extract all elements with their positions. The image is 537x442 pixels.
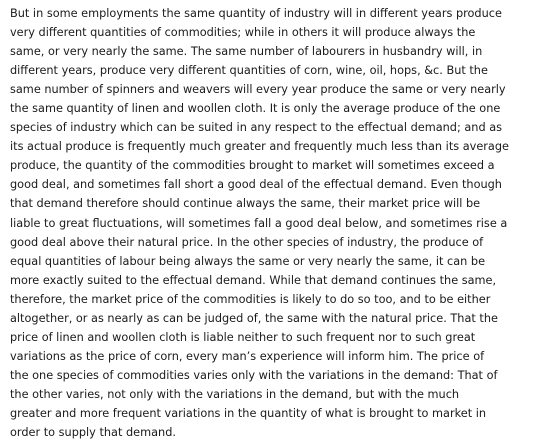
paragraph-line: variations as the price of corn, every m… xyxy=(10,349,485,363)
paragraph-line: order to supply that demand. xyxy=(10,426,176,440)
paragraph-line: species of industry which can be suited … xyxy=(10,121,503,135)
paragraph-line: altogether, or as nearly as can be judge… xyxy=(10,311,498,325)
paragraph-line: produce, the quantity of the commodities… xyxy=(10,159,495,173)
paragraph-line: greater and more frequent variations in … xyxy=(10,406,487,420)
paragraph-line: liable to great fluctuations, will somet… xyxy=(10,216,508,230)
paragraph-line: very different quantities of commodities… xyxy=(10,26,476,40)
paragraph-line: same number of spinners and weavers will… xyxy=(10,83,506,97)
paragraph-line: the same quantity of linen and woollen c… xyxy=(10,102,501,116)
paragraph-line: price of linen and woollen cloth is liab… xyxy=(10,330,476,344)
paragraph-line: therefore, the market price of the commo… xyxy=(10,292,491,306)
paragraph-line: its actual produce is frequently much gr… xyxy=(10,140,509,154)
paragraph-line: But in some employments the same quantit… xyxy=(10,7,502,20)
paragraph-line: the other varies, not only with the vari… xyxy=(10,387,460,401)
paragraph-line: more exactly suited to the effectual dem… xyxy=(10,273,497,287)
paragraph-line: good deal, and sometimes fall short a go… xyxy=(10,178,502,192)
paragraph-line: good deal above their natural price. In … xyxy=(10,235,484,249)
paragraph-line: equal quantities of labour being always … xyxy=(10,254,486,268)
body-paragraph: But in some employments the same quantit… xyxy=(10,4,537,442)
paragraph-line: same, or very nearly the same. The same … xyxy=(10,45,483,59)
paragraph-line: different years, produce very different … xyxy=(10,64,488,78)
document-page: But in some employments the same quantit… xyxy=(10,7,509,439)
paragraph-line: the one species of commodities varies on… xyxy=(10,368,498,382)
paragraph-line: that demand therefore should continue al… xyxy=(10,197,481,211)
